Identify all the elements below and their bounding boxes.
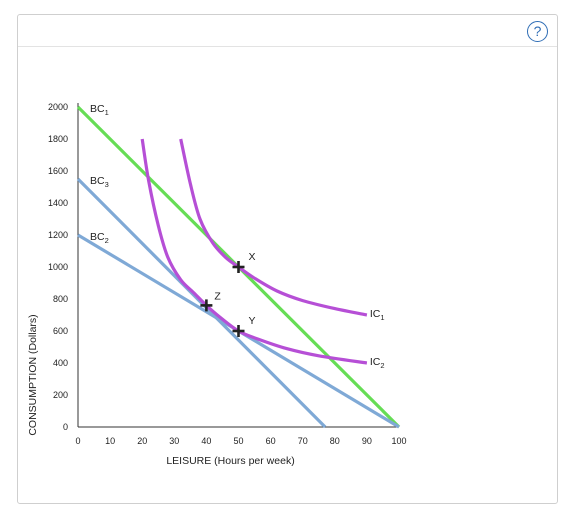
label-bc3: BC3	[90, 175, 109, 189]
point-z: Z	[200, 290, 221, 312]
indifference-curves: IC1 IC2	[140, 138, 385, 370]
y-tick-label: 2000	[48, 102, 68, 112]
x-tick-label: 100	[391, 436, 406, 446]
label-ic2: IC2	[370, 356, 385, 370]
x-axis-title: LEISURE (Hours per week)	[166, 455, 294, 467]
y-tick-label: 1000	[48, 262, 68, 272]
point-y: Y	[232, 315, 256, 337]
tick-labels: 0 10 20 30 40 50 60 70 80 90 100020040060080010001…	[48, 102, 407, 446]
label-bc2: BC2	[90, 231, 109, 245]
point-label-z: Z	[214, 290, 221, 302]
question-panel: ?	[17, 14, 558, 504]
budget-line-bc3	[76, 177, 327, 429]
y-axis-title: CONSUMPTION (Dollars)	[27, 314, 39, 435]
indifference-curve-ic1	[179, 138, 368, 317]
x-tick-label: 90	[362, 436, 372, 446]
points: X Z Y	[200, 251, 256, 337]
x-tick-label: 10	[105, 436, 115, 446]
point-x: X	[232, 251, 256, 273]
x-tick-label: 70	[298, 436, 308, 446]
x-tick-label: 80	[330, 436, 340, 446]
axes	[77, 103, 399, 428]
y-tick-label: 800	[53, 294, 68, 304]
x-tick-label: 20	[137, 436, 147, 446]
y-tick-label: 0	[63, 422, 68, 432]
y-tick-label: 400	[53, 358, 68, 368]
label-bc1: BC1	[90, 103, 109, 117]
y-tick-label: 1600	[48, 166, 68, 176]
point-label-y: Y	[249, 315, 256, 327]
y-tick-label: 1200	[48, 230, 68, 240]
x-tick-label: 60	[266, 436, 276, 446]
y-tick-label: 1800	[48, 134, 68, 144]
help-button[interactable]: ?	[527, 21, 548, 42]
panel-header: ?	[18, 15, 557, 47]
y-tick-label: 1400	[48, 198, 68, 208]
y-tick-label: 200	[53, 390, 68, 400]
label-ic1: IC1	[370, 308, 385, 322]
x-tick-label: 30	[169, 436, 179, 446]
x-tick-label: 50	[233, 436, 243, 446]
x-tick-label: 0	[75, 436, 80, 446]
point-label-x: X	[249, 251, 256, 263]
y-tick-label: 600	[53, 326, 68, 336]
x-tick-label: 40	[201, 436, 211, 446]
